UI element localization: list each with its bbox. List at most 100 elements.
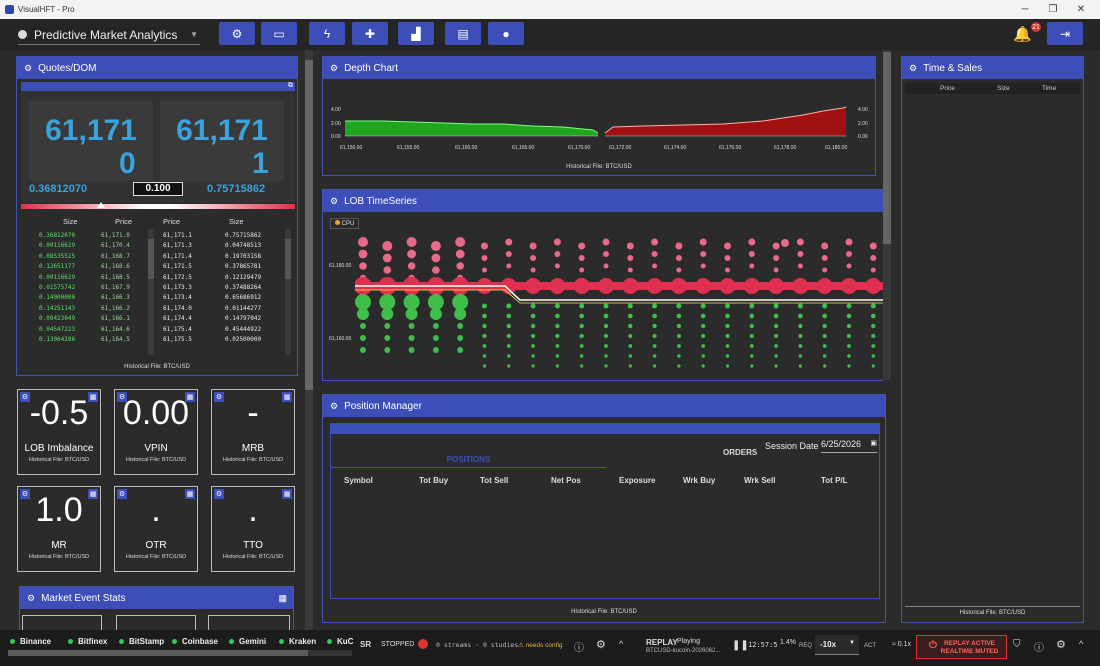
exchange-item[interactable]: KuC (327, 634, 353, 648)
exchange-scroll-thumb[interactable] (8, 650, 308, 656)
expand-icon[interactable]: ⧉ (288, 82, 293, 89)
exchange-item[interactable]: Kraken (279, 634, 316, 648)
close-icon[interactable]: ✕ (1076, 4, 1086, 15)
ask-level-bubble (676, 267, 682, 273)
bid-level-bubble (482, 303, 487, 309)
gear-icon[interactable]: ⚙ (214, 392, 224, 402)
lob-ytick-2: 61,160.00 (329, 336, 352, 342)
chart-icon[interactable]: ▦ (282, 392, 292, 402)
gear-icon[interactable]: ⚙ (596, 639, 606, 651)
ask-level-bubble (407, 249, 416, 259)
gear-icon[interactable]: ⚙ (20, 489, 30, 499)
exchange-item[interactable]: Gemini (229, 634, 266, 648)
chart-icon[interactable]: ▦ (282, 489, 292, 499)
gear-icon[interactable]: ⚙ (330, 195, 339, 206)
bid-level-bubble (482, 333, 487, 339)
exchange-label: Gemini (239, 636, 267, 646)
chevron-up-icon[interactable]: ^ (619, 639, 624, 649)
user-button[interactable]: ● (488, 22, 524, 45)
info-icon[interactable]: ⓘ (1034, 643, 1044, 654)
ask-row: 61,172.5 0.12129479 (163, 273, 281, 283)
bolt-button[interactable]: ϟ (309, 22, 345, 45)
gear-icon[interactable]: ⚙ (117, 489, 127, 499)
bid-row: 0.09423049 61,166.1 (39, 314, 157, 324)
chart-icon[interactable]: ▦ (278, 592, 287, 603)
bell-icon[interactable]: 🔔 (1013, 26, 1032, 43)
bid-level-bubble (408, 335, 415, 341)
bids-scroll-thumb[interactable] (148, 239, 154, 279)
position-column-header: Wrk Buy (683, 476, 716, 485)
asks-scroll-thumb[interactable] (285, 239, 291, 279)
status-bar: Binance Bitfinex BitStamp Coinbase Gemini Kra… (0, 630, 1100, 666)
bid-row-size: 0.14251143 (39, 304, 76, 312)
router-button[interactable]: ▤ (445, 22, 481, 45)
bids-scrollbar[interactable] (148, 229, 154, 355)
ask-row-price: 61,174.4 (163, 315, 192, 323)
speed-select[interactable]: -10x ▼ (815, 635, 859, 655)
asks-scrollbar[interactable] (285, 229, 291, 355)
bid-level-bubble (405, 308, 418, 320)
gear-icon[interactable]: ⚙ (27, 592, 36, 603)
bid-level-bubble (652, 303, 658, 309)
chart-icon[interactable]: ▦ (185, 392, 195, 402)
stat-tile: ⚙ ▦ - MRB Historical File: BTC/USD (211, 389, 295, 475)
exchange-item[interactable]: Bitfinex (68, 634, 107, 648)
app-icon (5, 5, 14, 14)
gear-icon[interactable]: ⚙ (20, 392, 30, 402)
bid-level-bubble (432, 323, 439, 329)
bid-row: 0.12651177 61,168.6 (39, 262, 157, 272)
ask-row-price: 61,173.4 (163, 294, 192, 302)
gear-icon[interactable]: ⚙ (214, 489, 224, 499)
ask-row: 61,171.4 0.19703158 (163, 252, 281, 262)
gear-icon[interactable]: ⚙ (117, 392, 127, 402)
bid-depth-line (345, 120, 599, 134)
bid-level-bubble (701, 333, 706, 339)
exchange-item[interactable]: BitStamp (119, 634, 164, 648)
legend-dot (335, 220, 340, 225)
bid-level-bubble (384, 347, 391, 353)
maximize-icon[interactable]: ❐ (1048, 4, 1058, 15)
logout-button[interactable]: ⇥ (1047, 22, 1083, 45)
settings-button[interactable]: ⚙ (219, 22, 255, 45)
bid-level-bubble (381, 308, 394, 320)
app-selector-label: Predictive Market Analytics (34, 27, 178, 42)
tab-positions[interactable]: POSITIONS (331, 452, 606, 468)
session-date-picker[interactable]: 6/25/2026 ▣ (821, 439, 877, 453)
exchange-item[interactable]: Binance (10, 634, 51, 648)
chart-icon[interactable]: ▦ (185, 489, 195, 499)
app-selector[interactable]: Predictive Market Analytics ▼ (18, 25, 200, 45)
gear-icon[interactable]: ⚙ (24, 62, 33, 73)
monitor-button[interactable]: ▭ (261, 22, 297, 45)
chevron-up-icon[interactable]: ^ (1079, 639, 1084, 649)
depth-ytick-left: 2.00 (331, 121, 341, 127)
bid-price-box (29, 101, 153, 181)
gear-icon[interactable]: ⚙ (330, 62, 339, 73)
chart-icon[interactable]: ▦ (88, 392, 98, 402)
bookmark-icon[interactable]: ⛉ (1013, 639, 1021, 650)
bid-row: 0.14000000 61,166.3 (39, 293, 157, 303)
replay-active-button[interactable]: ⏻ REPLAY ACTIVE REALTIME MUTED (916, 635, 1007, 659)
minimize-icon[interactable]: ─ (1021, 4, 1029, 15)
ask-level-bubble (724, 242, 731, 250)
ask-row-price: 61,171.1 (163, 232, 192, 239)
bid-level-bubble (701, 323, 706, 329)
left-column-scroll-thumb[interactable] (305, 60, 313, 390)
center-scroll-thumb[interactable] (883, 52, 891, 244)
stat-label: TTO (243, 540, 263, 551)
monitor-icon: ▭ (273, 26, 285, 41)
exchange-item[interactable]: Coinbase (172, 634, 218, 648)
gear-icon[interactable]: ⚙ (909, 62, 918, 73)
bid-level-bubble (379, 294, 396, 310)
gear-icon[interactable]: ⚙ (330, 400, 339, 411)
bid-level-bubble (579, 313, 585, 319)
info-icon[interactable]: ⓘ (574, 643, 584, 654)
plugins-button[interactable]: ✚ (352, 22, 388, 45)
ask-level-bubble (724, 255, 731, 261)
tab-orders[interactable]: ORDERS (723, 448, 758, 457)
gear-icon[interactable]: ⚙ (1056, 639, 1066, 651)
pause-icon[interactable]: ❚❚ (732, 640, 749, 651)
microprice-line (355, 289, 883, 304)
analytics-button[interactable]: ▟ (398, 22, 434, 45)
chart-icon[interactable]: ▦ (88, 489, 98, 499)
record-button[interactable] (418, 639, 428, 649)
